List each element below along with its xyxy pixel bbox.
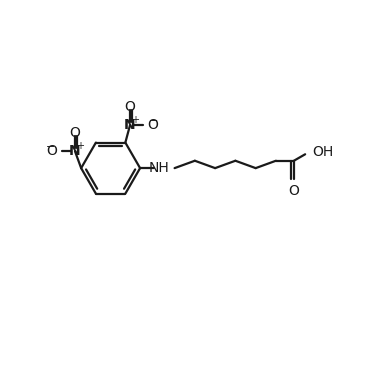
Text: N: N [69,144,81,158]
Text: NH: NH [149,161,169,175]
Text: N: N [124,118,136,132]
Text: OH: OH [312,145,333,159]
Text: +: + [131,115,139,125]
Text: +: + [76,141,84,151]
Text: O: O [46,144,57,158]
Text: O: O [124,100,135,114]
Text: O: O [70,126,80,139]
Text: O: O [288,184,299,198]
Text: O: O [147,118,158,132]
Text: −: − [46,142,55,152]
Text: −: − [149,116,158,126]
